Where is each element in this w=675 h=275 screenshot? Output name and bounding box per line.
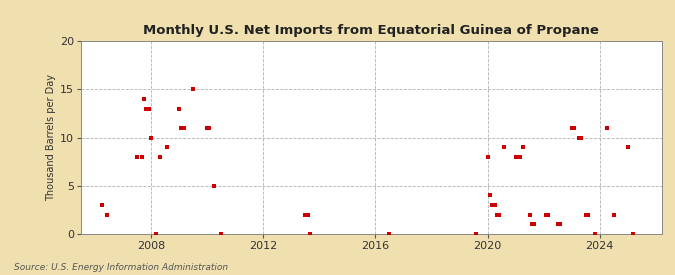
Point (552, 222, 563, 226)
Point (216, 232, 227, 236)
Point (173, 106, 184, 111)
Point (384, 232, 395, 236)
Point (101, 212, 112, 217)
Point (487, 203, 497, 207)
Point (590, 232, 601, 236)
Point (499, 145, 510, 149)
Point (146, 135, 157, 140)
Point (510, 155, 521, 159)
Title: Monthly U.S. Net Imports from Equatorial Guinea of Propane: Monthly U.S. Net Imports from Equatorial… (143, 24, 599, 37)
Point (141, 106, 152, 111)
Point (188, 87, 198, 92)
Point (601, 126, 612, 130)
Point (491, 212, 502, 217)
Point (576, 135, 587, 140)
Point (302, 212, 313, 217)
Point (482, 155, 493, 159)
Point (541, 212, 551, 217)
Point (485, 193, 495, 197)
Point (209, 183, 219, 188)
Point (526, 222, 537, 226)
Point (304, 232, 315, 236)
Point (627, 232, 638, 236)
Point (489, 203, 500, 207)
Point (622, 145, 633, 149)
Point (608, 212, 619, 217)
Point (529, 222, 540, 226)
Point (178, 126, 189, 130)
Point (155, 155, 166, 159)
Point (202, 126, 213, 130)
Point (138, 97, 149, 101)
Point (494, 212, 505, 217)
Point (97, 203, 107, 207)
Point (136, 155, 147, 159)
Point (176, 126, 187, 130)
Point (566, 126, 577, 130)
Point (583, 212, 593, 217)
Y-axis label: Thousand Barrels per Day: Thousand Barrels per Day (46, 74, 56, 201)
Point (517, 145, 528, 149)
Point (151, 232, 161, 236)
Point (573, 135, 584, 140)
Point (524, 212, 535, 217)
Point (568, 126, 579, 130)
Point (580, 212, 591, 217)
Point (515, 155, 526, 159)
Text: Source: U.S. Energy Information Administration: Source: U.S. Energy Information Administ… (14, 263, 227, 272)
Point (132, 155, 142, 159)
Point (144, 106, 155, 111)
Point (470, 232, 481, 236)
Point (555, 222, 566, 226)
Point (204, 126, 215, 130)
Point (543, 212, 554, 217)
Point (162, 145, 173, 149)
Point (300, 212, 310, 217)
